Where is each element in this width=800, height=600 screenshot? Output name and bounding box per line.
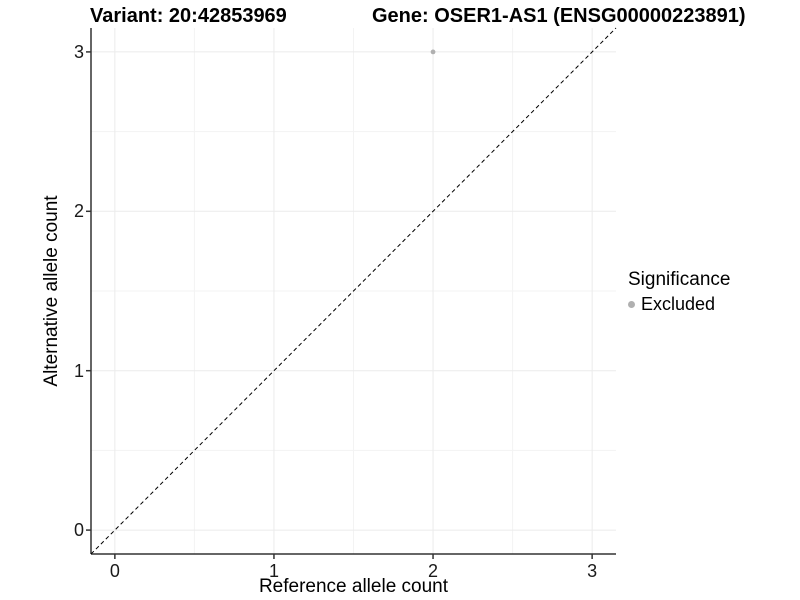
x-tick-label: 2 bbox=[428, 561, 439, 581]
plot-title-gene: Gene: OSER1-AS1 (ENSG00000223891) bbox=[372, 5, 746, 27]
x-tick-label: 3 bbox=[587, 561, 598, 581]
legend: Significance Excluded bbox=[628, 269, 730, 315]
legend-items: Excluded bbox=[628, 294, 730, 315]
y-axis-title: Alternative allele count bbox=[41, 195, 62, 387]
x-tick-label: 0 bbox=[109, 561, 120, 581]
y-tick-label: 0 bbox=[73, 520, 84, 541]
legend-title: Significance bbox=[628, 269, 731, 290]
data-point bbox=[430, 49, 436, 55]
legend-point-icon bbox=[628, 301, 635, 308]
x-tick-label: 1 bbox=[268, 561, 279, 581]
legend-item: Excluded bbox=[628, 294, 730, 315]
y-tick-label: 2 bbox=[73, 201, 84, 222]
x-axis-title: Reference allele count bbox=[258, 576, 449, 597]
legend-item-label: Excluded bbox=[641, 294, 716, 314]
y-tick-label: 1 bbox=[73, 360, 84, 381]
identity-line bbox=[90, 27, 617, 555]
y-tick-label: 3 bbox=[73, 41, 84, 62]
plot-title-variant: Variant: 20:42853969 bbox=[90, 5, 287, 27]
